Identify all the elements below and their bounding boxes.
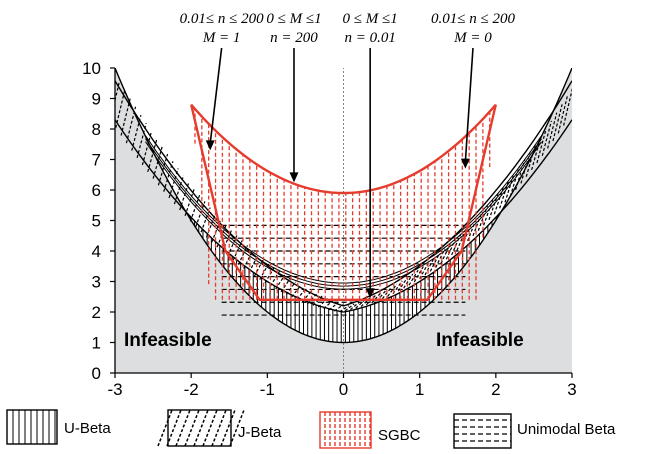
legend-item-unimodal-beta: Unimodal Beta bbox=[453, 413, 616, 449]
annotation-0: 0.01≤ n ≤ 200 M = 1 bbox=[180, 11, 264, 151]
unimodal-curve-0 bbox=[145, 141, 542, 290]
lower-bound-curve bbox=[115, 68, 572, 344]
j-beta-upper-curve bbox=[115, 80, 572, 307]
legend-label-sgbc: SGBC bbox=[378, 427, 421, 444]
legend-swatch-sgbc bbox=[319, 411, 372, 449]
y-tick-label-3: 3 bbox=[92, 273, 101, 292]
y-tick-label-0: 0 bbox=[92, 364, 101, 383]
y-tick-label-2: 2 bbox=[92, 303, 101, 322]
legend-swatch-unimodal-beta bbox=[453, 413, 512, 449]
x-tick-label-5: 2 bbox=[491, 380, 500, 399]
annotation-line1-1: 0 ≤ M ≤1 bbox=[266, 11, 321, 27]
y-tick-label-4: 4 bbox=[92, 242, 101, 261]
annotation-arrowhead-1 bbox=[289, 172, 299, 183]
annotation-1: 0 ≤ M ≤1 n = 200 bbox=[266, 11, 322, 183]
y-tick-label-10: 10 bbox=[82, 59, 101, 78]
annotation-line1-0: 0.01≤ n ≤ 200 bbox=[180, 11, 264, 27]
y-tick-label-1: 1 bbox=[92, 334, 101, 353]
y-tick-label-6: 6 bbox=[92, 181, 101, 200]
annotation-line1-3: 0.01≤ n ≤ 200 bbox=[431, 11, 515, 27]
legend-swatch-j-beta bbox=[157, 409, 245, 447]
annotation-arrow-3 bbox=[464, 47, 474, 162]
region-label-left: Infeasible bbox=[124, 330, 212, 351]
sgbc-region bbox=[190, 103, 497, 301]
legend-item-u-beta: U-Beta bbox=[6, 409, 111, 445]
x-tick-label-4: 1 bbox=[415, 380, 424, 399]
legend-item-sgbc: SGBC bbox=[319, 411, 421, 449]
y-tick-label-8: 8 bbox=[92, 120, 101, 139]
x-tick-label-6: 3 bbox=[567, 380, 576, 399]
annotation-line2-0: M = 1 bbox=[202, 30, 241, 46]
annotation-line2-1: n = 200 bbox=[270, 30, 318, 46]
y-tick-label-5: 5 bbox=[92, 212, 101, 231]
x-tick-label-2: -1 bbox=[260, 380, 275, 399]
legend-label-u-beta: U-Beta bbox=[64, 420, 111, 437]
annotation-2: 0 ≤ M ≤1 n = 0.01 bbox=[343, 11, 398, 299]
y-tick-label-7: 7 bbox=[92, 151, 101, 170]
x-tick-label-1: -2 bbox=[184, 380, 199, 399]
legend-label-j-beta: J-Beta bbox=[238, 424, 282, 441]
region-label-right: Infeasible bbox=[436, 330, 524, 351]
annotation-line1-2: 0 ≤ M ≤1 bbox=[343, 11, 398, 27]
annotation-line2-3: M = 0 bbox=[453, 30, 492, 46]
legend-item-j-beta: J-Beta bbox=[157, 409, 282, 447]
legend-swatch-u-beta bbox=[6, 409, 58, 445]
annotation-arrowhead-2 bbox=[365, 288, 375, 299]
legend-label-unimodal-beta: Unimodal Beta bbox=[517, 421, 616, 438]
x-tick-label-3: 0 bbox=[339, 380, 348, 399]
annotation-arrowhead-3 bbox=[460, 158, 470, 169]
x-tick-label-0: -3 bbox=[107, 380, 122, 399]
annotation-arrowhead-0 bbox=[205, 140, 215, 151]
annotation-line2-2: n = 0.01 bbox=[344, 30, 395, 46]
legend: U-Beta J-Beta SGBC Unimodal Beta bbox=[6, 409, 616, 449]
annotation-3: 0.01≤ n ≤ 200 M = 0 bbox=[431, 11, 515, 169]
y-tick-label-9: 9 bbox=[92, 90, 101, 109]
annotation-arrow-0 bbox=[209, 47, 223, 144]
